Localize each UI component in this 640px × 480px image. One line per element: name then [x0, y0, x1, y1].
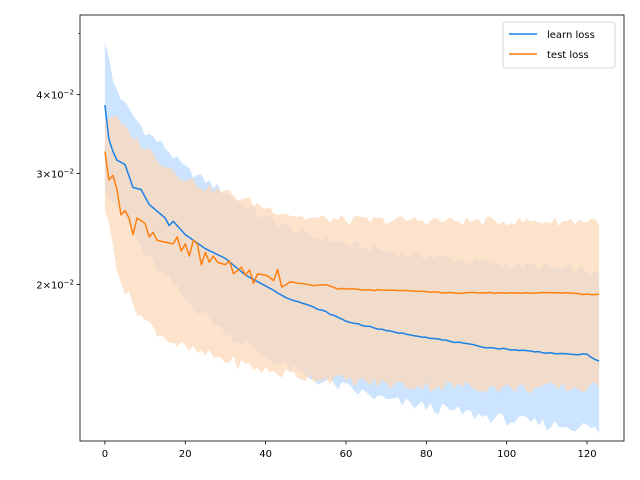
legend-label: learn loss — [547, 30, 595, 41]
legend-box — [502, 21, 616, 69]
series-lines — [104, 105, 600, 362]
x-tick-label: 80 — [420, 449, 433, 460]
uncertainty-bands — [104, 42, 600, 434]
y-tick-label: 3×10−2 — [36, 167, 74, 180]
x-tick-label: 20 — [179, 449, 192, 460]
x-tick-label: 0 — [102, 449, 108, 460]
line-test-loss — [104, 151, 600, 296]
legend: learn loss test loss — [502, 21, 616, 69]
y-tick-label: 4×10−2 — [36, 89, 74, 102]
x-tick-label: 60 — [340, 449, 353, 460]
plot-frame — [79, 14, 625, 442]
line-learn-loss — [104, 105, 600, 362]
band-test-loss — [104, 115, 600, 394]
y-tick-label: 2×10−2 — [36, 279, 74, 292]
x-tick-label: 40 — [259, 449, 272, 460]
x-tick-label: 120 — [577, 449, 596, 460]
legend-label: test loss — [547, 50, 589, 61]
x-tick-label: 100 — [497, 449, 516, 460]
axes: 0 20 40 60 80 100 120 2×10−2 3×10−2 4×10−2 — [36, 14, 625, 460]
